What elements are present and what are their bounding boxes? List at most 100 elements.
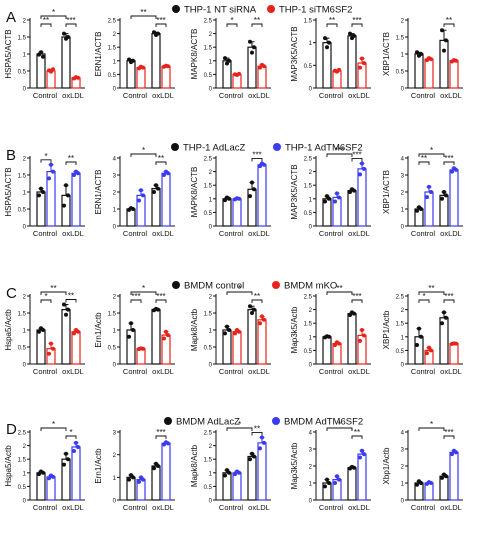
y-tick-label: 0 xyxy=(401,499,405,505)
significance-bracket xyxy=(40,291,67,295)
bar xyxy=(449,343,459,365)
data-point xyxy=(76,444,80,449)
y-tick-label: 2.5 xyxy=(204,157,213,163)
y-tick-label: 2 xyxy=(23,19,27,25)
y-tick-label: 1 xyxy=(23,53,27,59)
panel-A: A THP-1 NT siRNA THP-1 siTM6SF2 HSPA5/ACTB 0… xyxy=(4,5,463,100)
significance-label: ** xyxy=(254,292,260,301)
y-tick-label: 0.5 xyxy=(108,73,117,79)
significance-bracket xyxy=(326,153,353,157)
significance-label: ** xyxy=(158,154,164,163)
data-point xyxy=(335,474,339,479)
data-point xyxy=(337,195,341,200)
data-point xyxy=(72,331,76,336)
data-point xyxy=(450,169,454,174)
data-point xyxy=(362,61,366,66)
data-point xyxy=(64,183,68,188)
x-tick-label: oxLDL xyxy=(440,91,462,100)
data-point xyxy=(41,470,45,475)
y-tick-label: 1.5 xyxy=(18,174,27,180)
legend: BMDM control BMDM mKO xyxy=(172,281,337,292)
data-point xyxy=(360,161,364,166)
y-tick-label: 1.5 xyxy=(304,322,313,328)
bar xyxy=(232,472,242,501)
data-point xyxy=(352,33,356,38)
significance-bracket xyxy=(40,159,52,163)
data-point xyxy=(327,481,331,485)
x-tick-label: Control xyxy=(123,91,148,100)
legend-marker xyxy=(171,143,179,151)
y-tick-label: 1.5 xyxy=(204,312,213,318)
y-tick-label: 0 xyxy=(309,499,313,505)
data-point xyxy=(131,328,135,332)
bar xyxy=(347,467,357,501)
bar xyxy=(71,331,81,365)
data-point xyxy=(444,38,448,43)
significance-label: *** xyxy=(252,150,261,159)
data-point xyxy=(262,317,266,322)
data-point xyxy=(444,193,448,198)
y-tick-label: 2.5 xyxy=(108,19,117,25)
data-point xyxy=(362,452,366,457)
bar xyxy=(71,446,81,501)
y-tick-label: 2 xyxy=(401,308,405,314)
data-point xyxy=(323,484,327,489)
y-tick-label: 1 xyxy=(113,59,117,65)
data-point xyxy=(76,75,80,80)
y-tick-label: 1.5 xyxy=(108,46,117,52)
data-point xyxy=(237,196,241,201)
data-point xyxy=(166,64,170,69)
data-point xyxy=(233,331,237,336)
significance-bracket xyxy=(251,299,263,303)
significance-bracket xyxy=(40,427,67,431)
y-axis-label: XBP1/Actb xyxy=(382,310,391,349)
y-tick-label: 1.5 xyxy=(204,458,213,464)
significance-label: *** xyxy=(156,428,165,437)
significance-bracket xyxy=(40,15,67,19)
data-point xyxy=(72,449,76,454)
data-point xyxy=(429,57,433,62)
y-tick-label: 0.5 xyxy=(18,346,27,352)
panel-D: D BMDM AdLacZ BMDM AdTM6SF2 Hspa5/Actb 0 0.5 1… xyxy=(4,417,463,512)
y-tick-label: 3 xyxy=(401,174,405,180)
significance-label: *** xyxy=(335,146,344,155)
data-point xyxy=(74,440,78,445)
y-tick-label: 1.5 xyxy=(396,36,405,42)
significance-label: * xyxy=(142,146,145,155)
significance-bracket xyxy=(65,23,77,27)
bar xyxy=(257,319,267,365)
y-tick-label: 4 xyxy=(401,431,405,437)
x-tick-label: Control xyxy=(219,229,244,238)
bar xyxy=(247,309,257,365)
x-tick-label: Control xyxy=(411,229,436,238)
data-point xyxy=(225,324,229,329)
significance-label: * xyxy=(230,16,233,25)
legend-marker xyxy=(273,143,281,151)
y-tick-label: 2 xyxy=(209,444,213,450)
y-tick-label: 0.5 xyxy=(18,70,27,76)
subplot-Ern1/Actb: Ern1/Actb 0 1 2 3 Control oxLDL *** xyxy=(94,428,175,512)
bar xyxy=(232,331,242,365)
y-tick-label: 1 xyxy=(209,329,213,335)
data-point xyxy=(358,172,362,177)
significance-label: *** xyxy=(444,154,453,163)
data-point xyxy=(258,321,262,326)
bar xyxy=(347,313,357,365)
significance-bracket xyxy=(351,157,363,162)
y-tick-label: 1.5 xyxy=(18,312,27,318)
y-axis-label: Hspa5/Actb xyxy=(4,445,13,487)
data-point xyxy=(415,208,419,213)
significance-label: ** xyxy=(354,428,360,437)
significance-bracket xyxy=(155,161,167,165)
significance-bracket xyxy=(226,427,253,431)
y-tick-label: 1.5 xyxy=(204,184,213,190)
data-point xyxy=(141,193,145,198)
x-tick-label: oxLDL xyxy=(440,367,462,376)
data-point xyxy=(262,162,266,167)
x-tick-label: oxLDL xyxy=(152,503,174,512)
significance-label: * xyxy=(44,152,47,161)
bar xyxy=(222,198,232,227)
bar xyxy=(151,465,161,501)
